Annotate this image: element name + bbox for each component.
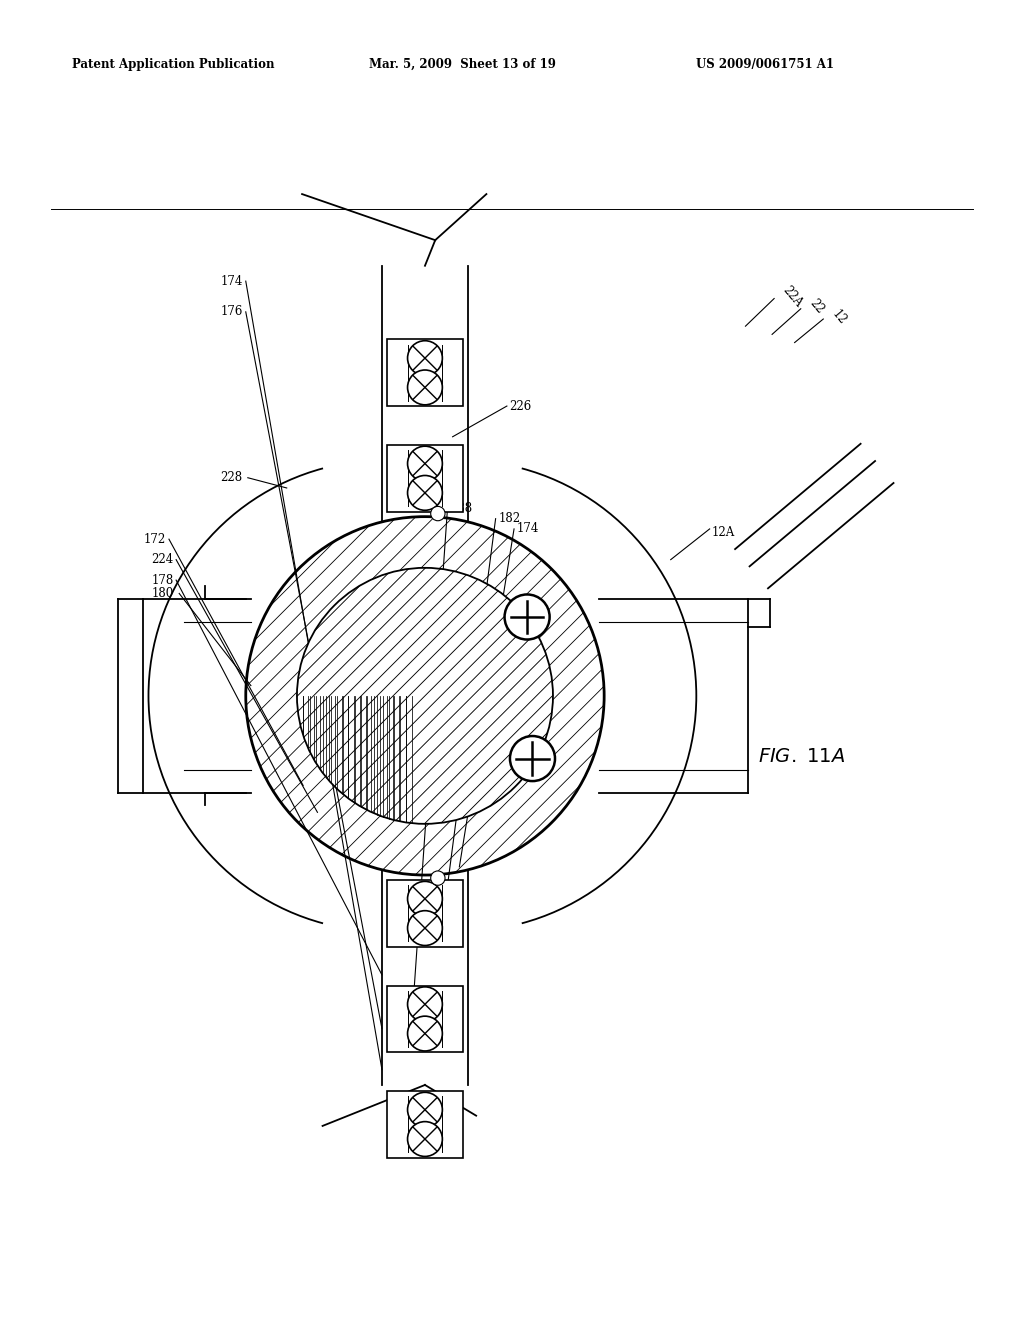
Circle shape: [408, 882, 442, 916]
Circle shape: [297, 568, 553, 824]
Text: 12A: 12A: [712, 525, 735, 539]
Text: 22A: 22A: [780, 284, 805, 310]
Text: US 2009/0061751 A1: US 2009/0061751 A1: [696, 58, 835, 71]
Circle shape: [408, 1016, 442, 1051]
Text: 180: 180: [152, 587, 174, 599]
Text: $\mathit{FIG.\ 11A}$: $\mathit{FIG.\ 11A}$: [758, 748, 845, 767]
Text: 182: 182: [499, 512, 521, 525]
Text: Mar. 5, 2009  Sheet 13 of 19: Mar. 5, 2009 Sheet 13 of 19: [369, 58, 555, 71]
Bar: [387, 1092, 463, 1158]
Circle shape: [408, 370, 442, 405]
Circle shape: [408, 911, 442, 945]
Circle shape: [510, 737, 555, 781]
Circle shape: [408, 987, 442, 1022]
Circle shape: [408, 475, 442, 511]
Text: 220: 220: [488, 661, 511, 675]
Text: 178: 178: [152, 574, 174, 586]
Text: 22: 22: [807, 297, 826, 317]
Circle shape: [431, 871, 445, 886]
Text: 226: 226: [509, 400, 531, 413]
Bar: [387, 880, 463, 946]
Text: 228: 228: [220, 471, 243, 484]
Circle shape: [505, 594, 550, 639]
Text: 174: 174: [517, 523, 540, 536]
Circle shape: [431, 507, 445, 520]
Text: 12: 12: [829, 308, 849, 327]
Circle shape: [246, 516, 604, 875]
Text: 188: 188: [451, 502, 473, 515]
Circle shape: [408, 1093, 442, 1127]
Circle shape: [408, 446, 442, 480]
Bar: [387, 445, 463, 512]
Bar: [387, 986, 463, 1052]
Text: 176: 176: [220, 305, 243, 318]
Text: 174: 174: [220, 275, 243, 288]
Circle shape: [408, 1122, 442, 1156]
Text: 172: 172: [143, 533, 166, 545]
Text: Patent Application Publication: Patent Application Publication: [72, 58, 274, 71]
Circle shape: [408, 341, 442, 375]
Text: 224: 224: [152, 553, 174, 566]
Bar: [387, 339, 463, 407]
